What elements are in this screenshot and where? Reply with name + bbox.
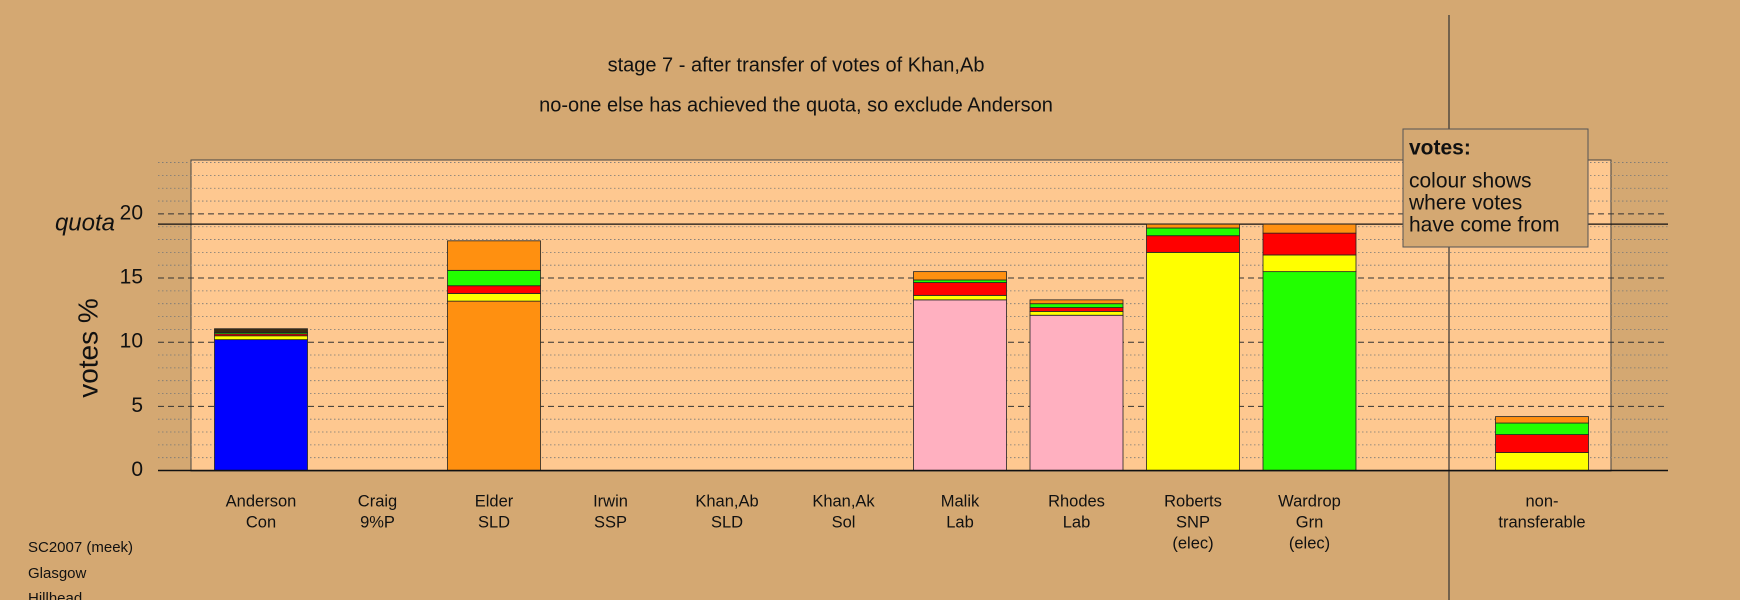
chart-title: stage 7 - after transfer of votes of Kha… <box>608 54 985 76</box>
legend-text: have come from <box>1409 214 1560 237</box>
bar-segment <box>1262 232 1357 256</box>
bar-segment <box>1146 227 1240 237</box>
bar-segment <box>447 269 541 287</box>
bar-segment <box>913 299 1007 471</box>
x-tick-label: Wardrop <box>1278 492 1341 510</box>
bar-segment <box>1495 434 1589 453</box>
x-tick-label: SSP <box>594 513 627 531</box>
x-tick-label: Lab <box>946 513 974 531</box>
y-tick-label: 5 <box>131 394 143 417</box>
bar-segment <box>1029 303 1124 308</box>
x-tick-label: transferable <box>1498 513 1585 531</box>
x-tick-label: 9%P <box>360 513 395 531</box>
chart-subtitle: no-one else has achieved the quota, so e… <box>539 94 1053 116</box>
y-tick-label: 0 <box>131 458 143 481</box>
bar-segment <box>1029 314 1124 471</box>
x-tick-label: Malik <box>941 492 980 510</box>
bar-segment <box>447 285 541 294</box>
x-tick-label: Anderson <box>226 492 297 510</box>
x-tick-label: Khan,Ab <box>695 492 758 510</box>
bar-segment <box>1146 251 1240 471</box>
x-tick-label: Irwin <box>593 492 628 510</box>
x-tick-label: Con <box>246 513 276 531</box>
x-tick-label: Grn <box>1296 513 1324 531</box>
bar-segment <box>447 240 541 271</box>
bar-segment <box>214 335 308 341</box>
x-tick-label: Elder <box>475 492 514 510</box>
bar-segment <box>1495 452 1589 471</box>
x-tick-label: SNP <box>1176 513 1210 531</box>
bar-segment <box>214 328 308 333</box>
bar-segment <box>1262 271 1357 471</box>
footer-text: Glasgow <box>28 565 87 582</box>
x-tick-label: Rhodes <box>1048 492 1105 510</box>
x-tick-label: SLD <box>711 513 743 531</box>
x-tick-label: Sol <box>832 513 856 531</box>
bar-segment <box>1029 307 1124 312</box>
bar-segment <box>447 300 541 471</box>
x-tick-label: SLD <box>478 513 510 531</box>
x-tick-label: (elec) <box>1289 534 1330 552</box>
y-tick-label: 15 <box>120 266 143 289</box>
bar-segment <box>1029 299 1124 305</box>
quota-label: quota <box>55 209 115 236</box>
x-tick-label: non- <box>1525 492 1558 510</box>
bar-segment <box>447 293 541 302</box>
footer-text: SC2007 (meek) <box>28 539 133 556</box>
legend-title: votes: <box>1409 137 1471 160</box>
x-tick-label: Khan,Ak <box>812 492 875 510</box>
x-tick-label: Roberts <box>1164 492 1222 510</box>
bar-segment <box>1262 254 1357 273</box>
bar-segment <box>1495 416 1589 424</box>
bar-segment <box>214 339 308 471</box>
bar-segment <box>1029 311 1124 316</box>
plot-area <box>190 159 1612 472</box>
y-axis-label: votes % <box>72 298 103 398</box>
y-tick-label: 20 <box>120 201 143 224</box>
bar-segment <box>913 282 1007 296</box>
x-tick-label: (elec) <box>1172 534 1213 552</box>
bar-segment <box>1146 235 1240 253</box>
bar-segment <box>1495 422 1589 435</box>
bar-segment <box>1262 223 1357 234</box>
legend-text: where votes <box>1408 192 1522 215</box>
bar-segment <box>913 294 1007 301</box>
y-tick-label: 10 <box>120 330 143 353</box>
x-tick-label: Craig <box>358 492 397 510</box>
bar-segment <box>1146 223 1240 229</box>
x-tick-label: Lab <box>1063 513 1091 531</box>
legend-text: colour shows <box>1409 170 1532 193</box>
legend-box <box>1402 128 1589 248</box>
footer-text: Hillhead <box>28 590 82 600</box>
bar-segment <box>913 271 1007 281</box>
